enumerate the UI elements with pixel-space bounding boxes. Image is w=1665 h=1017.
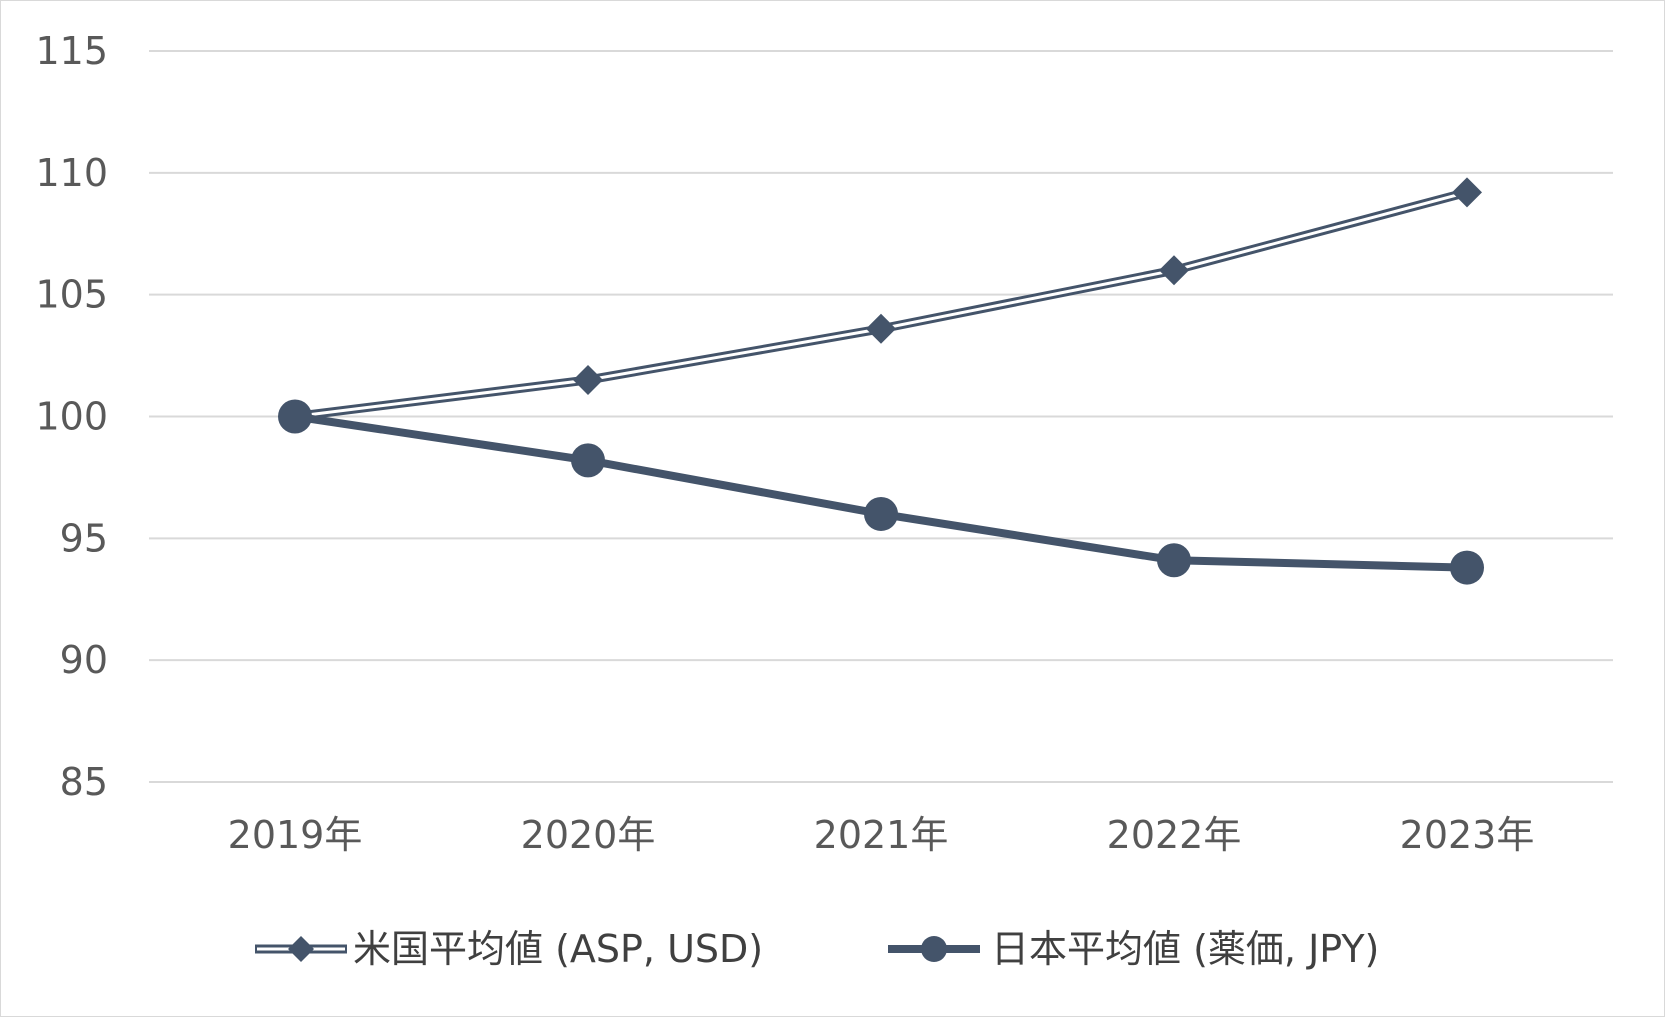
legend: 米国平均値 (ASP, USD) 日本平均値 (薬価, JPY): [255, 927, 1379, 971]
data-point-circle: [278, 399, 312, 434]
x-tick-label: 2020年: [521, 813, 656, 857]
series-layer: [278, 177, 1484, 585]
x-tick-label: 2019年: [228, 813, 363, 857]
x-tick-label: 2023年: [1400, 813, 1535, 857]
series-line-inner: [294, 190, 1468, 418]
legend-label: 米国平均値 (ASP, USD): [353, 927, 763, 971]
y-tick-label: 105: [35, 273, 108, 317]
series-line-outer: [294, 187, 1469, 421]
legend-label: 日本平均値 (薬価, JPY): [991, 927, 1379, 971]
x-tick-label: 2022年: [1107, 813, 1242, 857]
data-point-diamond: [573, 364, 603, 395]
series-line: [294, 412, 1468, 572]
y-tick-label: 110: [35, 151, 108, 195]
legend-marker-circle: [921, 936, 947, 962]
data-point-diamond: [1159, 255, 1189, 286]
x-tick-label: 2021年: [814, 813, 949, 857]
data-point-diamond: [1452, 177, 1482, 208]
data-point-circle: [571, 443, 605, 478]
data-point-circle: [1450, 550, 1484, 585]
series-1: [280, 177, 1482, 432]
gridlines: [149, 50, 1613, 783]
y-tick-label: 115: [35, 29, 108, 73]
data-point-diamond: [866, 313, 896, 344]
data-point-circle: [1157, 543, 1191, 578]
data-point-circle: [864, 496, 898, 531]
legend-item-2: 日本平均値 (薬価, JPY): [888, 927, 1379, 971]
y-tick-label: 100: [35, 395, 108, 439]
y-tick-label: 90: [60, 638, 108, 682]
x-axis-tick-labels: 2019年 2020年 2021年 2022年 2023年: [228, 813, 1535, 857]
series-2: [278, 399, 1484, 585]
legend-item-1: 米国平均値 (ASP, USD): [255, 927, 763, 971]
legend-marker-diamond: [288, 936, 314, 962]
y-tick-label: 95: [60, 516, 108, 560]
y-tick-label: 85: [60, 760, 108, 804]
y-axis-tick-labels: 115 110 105 100 95 90 85: [35, 29, 108, 804]
